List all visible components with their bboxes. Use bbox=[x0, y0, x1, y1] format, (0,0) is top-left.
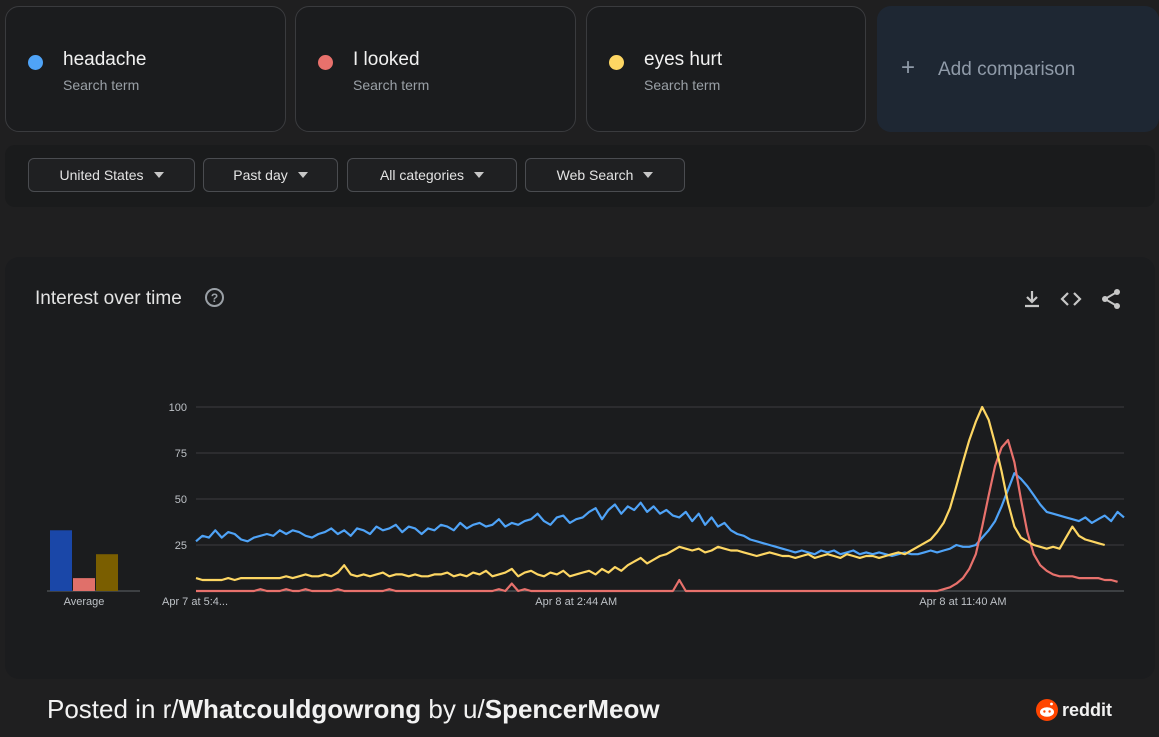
region-value: United States bbox=[59, 167, 144, 183]
y-tick-label: 100 bbox=[169, 402, 187, 414]
interest-chart: 100 75 50 25 Average Apr 7 at 5:4... Apr 8 at … bbox=[47, 402, 1125, 608]
region-dropdown[interactable]: United States bbox=[28, 158, 195, 192]
search-term-label: headache bbox=[63, 49, 147, 70]
series-line-1 bbox=[196, 439, 1118, 593]
search-term-card-headache[interactable]: headache Search term bbox=[5, 6, 286, 132]
average-bar-0 bbox=[50, 530, 72, 591]
embed-code-icon[interactable] bbox=[1059, 287, 1083, 311]
interest-over-time-panel: Interest over time ? 100 75 50 25 Average Apr… bbox=[5, 257, 1155, 679]
average-bar-1 bbox=[73, 578, 95, 591]
caret-down-icon bbox=[297, 172, 308, 178]
search-term-type: Search term bbox=[353, 77, 430, 93]
reddit-wordmark: reddit bbox=[1062, 699, 1113, 720]
search-term-card-eyes-hurt[interactable]: eyes hurt Search term bbox=[586, 6, 866, 132]
search-type-dropdown[interactable]: Web Search bbox=[525, 158, 685, 192]
help-circle-icon[interactable]: ? bbox=[205, 288, 224, 307]
series-line-0 bbox=[195, 472, 1125, 558]
search-term-type: Search term bbox=[63, 77, 140, 93]
username[interactable]: SpencerMeow bbox=[484, 694, 660, 724]
y-tick-label: 50 bbox=[175, 494, 187, 506]
x-tick-label: Apr 7 at 5:4... bbox=[162, 596, 228, 608]
time-range-value: Past day bbox=[233, 167, 288, 183]
share-icon[interactable] bbox=[1099, 287, 1123, 311]
panel-title: Interest over time bbox=[35, 288, 182, 309]
time-range-dropdown[interactable]: Past day bbox=[203, 158, 338, 192]
filter-bar: United States Past day All categories We… bbox=[5, 145, 1155, 207]
post-attribution: Posted in r/Whatcouldgowrong by u/Spence… bbox=[47, 694, 660, 724]
y-tick-label: 75 bbox=[175, 448, 187, 460]
download-icon[interactable] bbox=[1020, 287, 1044, 311]
add-comparison-label: Add comparison bbox=[938, 59, 1076, 80]
series-line-2 bbox=[195, 405, 1105, 582]
caret-down-icon bbox=[153, 172, 164, 178]
subreddit-name[interactable]: Whatcouldgowrong bbox=[178, 694, 422, 724]
search-type-value: Web Search bbox=[556, 167, 634, 183]
plus-icon: + bbox=[901, 54, 916, 81]
series-color-dot bbox=[28, 55, 43, 70]
x-tick-label: Apr 8 at 2:44 AM bbox=[535, 596, 617, 608]
category-dropdown[interactable]: All categories bbox=[347, 158, 517, 192]
average-label: Average bbox=[64, 596, 105, 608]
search-term-label: eyes hurt bbox=[644, 49, 723, 70]
category-value: All categories bbox=[379, 167, 465, 183]
series-color-dot bbox=[318, 55, 333, 70]
y-tick-label: 25 bbox=[175, 540, 187, 552]
reddit-alien-icon bbox=[1036, 699, 1058, 721]
search-term-label: I looked bbox=[353, 49, 420, 70]
series-color-dot bbox=[609, 55, 624, 70]
caret-down-icon bbox=[474, 172, 485, 178]
search-term-card-i-looked[interactable]: I looked Search term bbox=[295, 6, 576, 132]
caret-down-icon bbox=[643, 172, 654, 178]
average-bar-2 bbox=[96, 554, 118, 591]
reddit-logo: reddit bbox=[1036, 699, 1112, 721]
x-tick-label: Apr 8 at 11:40 AM bbox=[919, 596, 1006, 608]
search-term-type: Search term bbox=[644, 77, 721, 93]
add-comparison-button[interactable]: + Add comparison bbox=[877, 6, 1159, 132]
